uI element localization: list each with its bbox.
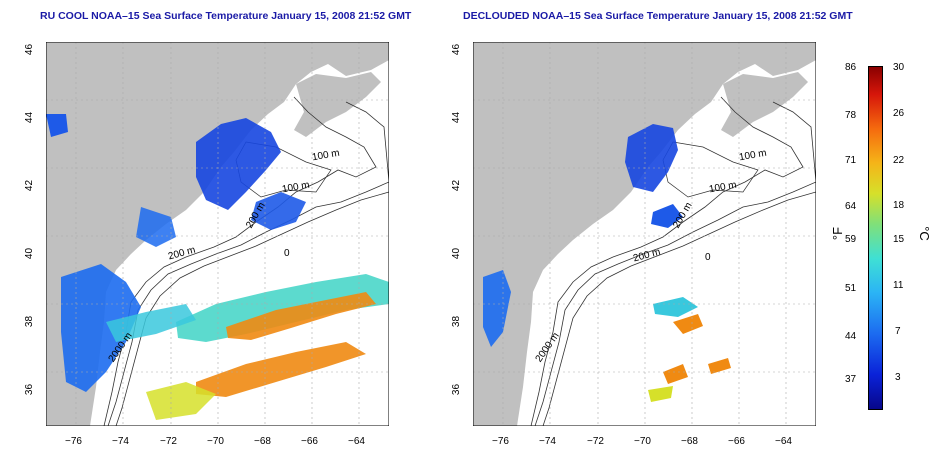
colorbar-c-tick-15: 15 [893, 234, 905, 245]
isobath-label-0: 0 [705, 252, 711, 263]
colorbar-fahrenheit-label: °F [830, 226, 846, 241]
left-xlabel-66: −66 [301, 436, 318, 447]
colorbar-c-tick-22: 22 [893, 155, 905, 166]
sst-cold-gulf-maine [625, 124, 678, 192]
sst-cold-midatlantic [61, 264, 141, 392]
sst-warm-south-2 [708, 358, 731, 374]
right-xlabel-64: −64 [775, 436, 792, 447]
right-map-title: DECLOUDED NOAA–15 Sea Surface Temperatur… [463, 10, 853, 22]
left-ylabel-36: 36 [24, 383, 36, 396]
sst-warm-gulfstream-2 [196, 342, 366, 397]
left-sst-map: 100 m 100 m 200 m 200 m 2000 m 0 [46, 42, 389, 426]
colorbar-c-tick-7: 7 [895, 326, 901, 337]
colorbar-c-tick-30: 30 [893, 62, 905, 73]
right-ylabel-42: 42 [451, 179, 463, 192]
sst-cold-gulf-maine [196, 118, 281, 210]
colorbar-f-tick-51: 51 [845, 283, 857, 294]
colorbar-f-tick-37: 37 [845, 374, 857, 385]
left-ylabel-40: 40 [24, 247, 36, 260]
left-xlabel-70: −70 [207, 436, 224, 447]
colorbar-f-tick-44: 44 [845, 331, 857, 342]
isobath-100m [530, 96, 804, 426]
left-xlabel-74: −74 [112, 436, 129, 447]
right-ylabel-44: 44 [451, 111, 463, 124]
colorbar-f-tick-59: 59 [845, 234, 857, 245]
right-xlabel-76: −76 [492, 436, 509, 447]
colorbar-c-tick-11: 11 [893, 280, 904, 291]
sst-cold-georges [651, 204, 683, 228]
left-ylabel-44: 44 [24, 111, 36, 124]
left-xlabel-64: −64 [348, 436, 365, 447]
temperature-colorbar [868, 66, 883, 410]
colorbar-f-tick-71: 71 [845, 155, 857, 166]
isobath-200m [107, 101, 389, 426]
colorbar-celsius-label: °C [916, 226, 932, 241]
left-xlabel-72: −72 [160, 436, 177, 447]
left-xlabel-76: −76 [65, 436, 82, 447]
sst-warm-slope [176, 274, 389, 342]
left-map-title: RU COOL NOAA–15 Sea Surface Temperature … [40, 10, 412, 22]
sst-yellow-south [648, 386, 673, 402]
sst-warm-teal-strip [106, 304, 196, 342]
left-map-canvas [46, 42, 389, 426]
right-xlabel-74: −74 [539, 436, 556, 447]
right-xlabel-70: −70 [634, 436, 651, 447]
sst-cold-bay-of-fundy [46, 114, 68, 137]
isobath-2000m [542, 191, 816, 426]
right-xlabel-72: −72 [587, 436, 604, 447]
right-xlabel-66: −66 [728, 436, 745, 447]
sst-cold-midatlantic [483, 270, 511, 347]
right-xlabel-68: −68 [681, 436, 698, 447]
right-ylabel-38: 38 [451, 315, 463, 328]
land-mass [473, 42, 816, 426]
colorbar-f-tick-86: 86 [845, 62, 857, 73]
right-ylabel-40: 40 [451, 247, 463, 260]
sst-teal-strip [653, 297, 698, 317]
sst-warm-gulfstream-1 [226, 292, 376, 340]
left-ylabel-46: 46 [24, 43, 36, 56]
colorbar-f-tick-64: 64 [845, 201, 857, 212]
isobath-label-0: 0 [284, 248, 290, 259]
isobath-2000m [115, 191, 389, 426]
sst-cold-georges [251, 192, 306, 230]
colorbar-c-tick-18: 18 [893, 200, 905, 211]
right-ylabel-36: 36 [451, 383, 463, 396]
colorbar-f-tick-78: 78 [845, 110, 857, 121]
right-sst-map: 100 m 100 m 200 m 200 m 2000 m 0 [473, 42, 816, 426]
isobath-200m [534, 101, 816, 426]
sst-warm-yellow [146, 382, 216, 420]
colorbar-c-tick-26: 26 [893, 108, 905, 119]
land-mass [46, 42, 389, 426]
colorbar-c-tick-3: 3 [895, 372, 901, 383]
sst-warm-south [663, 364, 688, 384]
left-ylabel-38: 38 [24, 315, 36, 328]
left-ylabel-42: 42 [24, 179, 36, 192]
right-map-canvas [473, 42, 816, 426]
right-ylabel-46: 46 [451, 43, 463, 56]
left-xlabel-68: −68 [254, 436, 271, 447]
sst-cold-shelf-north [136, 207, 176, 247]
sst-warm-patch [673, 314, 703, 334]
